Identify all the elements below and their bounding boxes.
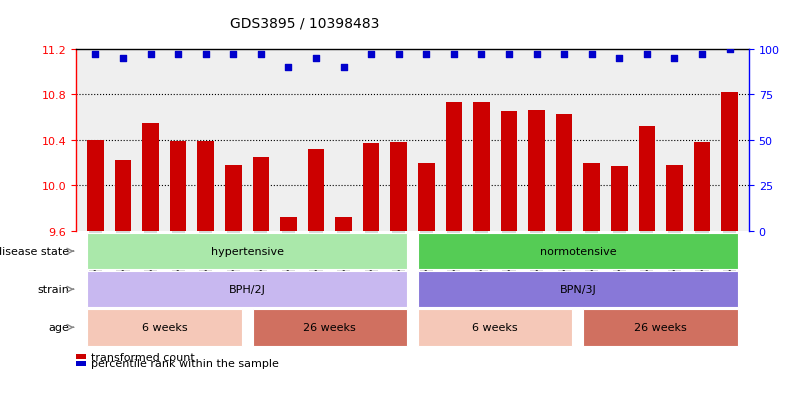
Bar — [583, 163, 600, 231]
Point — [171, 52, 184, 58]
Point — [695, 52, 708, 58]
Bar — [225, 166, 242, 231]
Point — [586, 52, 598, 58]
Point — [255, 52, 268, 58]
Bar — [611, 166, 628, 231]
Text: 26 weeks: 26 weeks — [304, 323, 356, 332]
Bar — [363, 144, 380, 231]
Point — [337, 64, 350, 71]
Bar — [143, 123, 159, 231]
Bar — [308, 150, 324, 231]
Text: strain: strain — [37, 285, 69, 294]
Bar — [473, 103, 489, 231]
Point — [89, 52, 102, 58]
Bar — [115, 161, 131, 231]
Bar — [252, 309, 407, 346]
Bar — [666, 166, 682, 231]
Bar — [87, 233, 407, 270]
Bar — [280, 218, 296, 231]
Text: percentile rank within the sample: percentile rank within the sample — [91, 358, 279, 368]
Text: hypertensive: hypertensive — [211, 247, 284, 256]
Bar — [529, 111, 545, 231]
Point — [199, 52, 212, 58]
Point — [530, 52, 543, 58]
Point — [557, 52, 570, 58]
Bar — [418, 271, 738, 308]
Bar — [76, 354, 86, 359]
Bar — [170, 142, 187, 231]
Text: 26 weeks: 26 weeks — [634, 323, 687, 332]
Point — [502, 52, 515, 58]
Point — [641, 52, 654, 58]
Text: disease state: disease state — [0, 247, 69, 256]
Point — [117, 55, 130, 62]
Text: age: age — [48, 323, 69, 332]
Bar — [418, 233, 738, 270]
Bar — [556, 114, 573, 231]
Text: BPH/2J: BPH/2J — [228, 285, 265, 294]
Point — [668, 55, 681, 62]
Point — [420, 52, 433, 58]
Bar — [252, 157, 269, 231]
Point — [227, 52, 239, 58]
Bar — [87, 271, 407, 308]
Bar — [418, 163, 435, 231]
Bar — [445, 103, 462, 231]
Text: transformed count: transformed count — [91, 352, 195, 362]
Point — [723, 46, 736, 53]
Point — [144, 52, 157, 58]
Bar — [336, 218, 352, 231]
Text: GDS3895 / 10398483: GDS3895 / 10398483 — [230, 17, 379, 31]
Point — [613, 55, 626, 62]
Text: 6 weeks: 6 weeks — [473, 323, 518, 332]
Text: BPN/3J: BPN/3J — [560, 285, 596, 294]
Point — [475, 52, 488, 58]
Point — [364, 52, 377, 58]
Bar — [583, 309, 738, 346]
Bar — [87, 309, 242, 346]
Point — [392, 52, 405, 58]
Bar — [501, 112, 517, 231]
Text: 6 weeks: 6 weeks — [142, 323, 187, 332]
Point — [282, 64, 295, 71]
Bar — [694, 143, 710, 231]
Bar — [390, 143, 407, 231]
Point — [310, 55, 323, 62]
Bar — [87, 140, 103, 231]
Bar — [197, 142, 214, 231]
Bar — [76, 361, 86, 366]
Point — [448, 52, 461, 58]
Bar — [638, 127, 655, 231]
Bar — [722, 93, 738, 231]
Text: normotensive: normotensive — [540, 247, 616, 256]
Bar — [418, 309, 573, 346]
